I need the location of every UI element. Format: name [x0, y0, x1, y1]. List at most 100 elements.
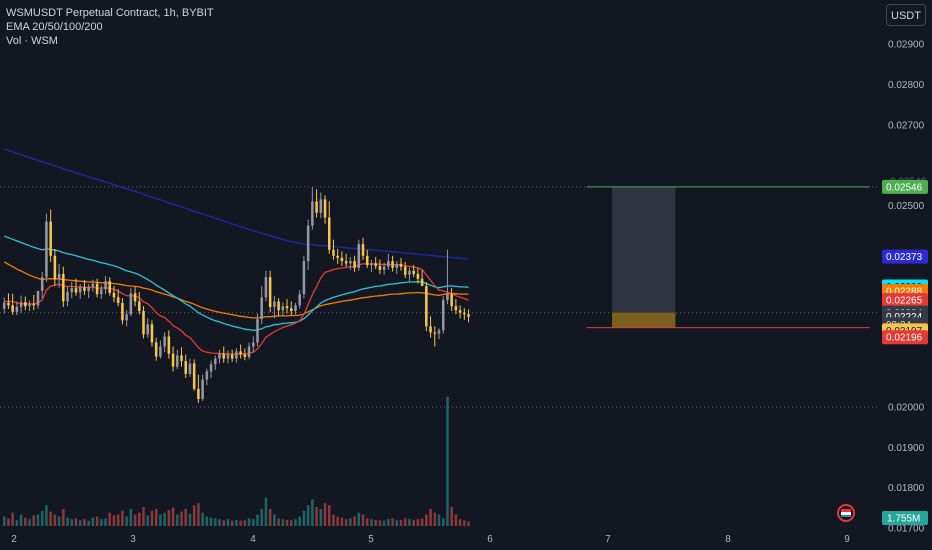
volume-bar: [412, 519, 415, 526]
volume-bar: [2, 516, 6, 526]
candle: [180, 347, 183, 367]
volume-bar: [116, 514, 120, 526]
candle: [437, 328, 441, 340]
candle-body: [403, 266, 407, 275]
candle-body: [62, 273, 65, 302]
candle: [382, 262, 386, 275]
volume-bar: [450, 507, 453, 526]
time-tick-5: 7: [605, 534, 611, 545]
candle: [112, 286, 116, 303]
candle-body: [133, 293, 137, 302]
candle-body: [49, 221, 52, 256]
volume-bar: [416, 519, 420, 526]
candle: [450, 288, 453, 312]
volume-bar: [374, 519, 377, 526]
candle: [370, 259, 373, 272]
ema100-line: [3, 261, 469, 319]
volume-bar: [218, 519, 221, 526]
volume-bar: [15, 520, 19, 526]
volume-bar: [336, 516, 339, 526]
candle: [336, 248, 339, 264]
price-axis[interactable]: 0.02900 0.02800 0.02700 0.02500 0.02000 0.019…: [888, 40, 925, 535]
position-tool[interactable]: [586, 186, 870, 329]
candle: [19, 295, 23, 313]
candle: [133, 286, 137, 307]
candle: [315, 189, 318, 218]
candle-body: [142, 311, 145, 335]
volume-bar: [365, 518, 369, 526]
position-loss-zone: [612, 312, 676, 328]
candle: [15, 301, 19, 316]
candle: [429, 316, 432, 338]
candle-body: [340, 257, 344, 262]
flag-icon[interactable]: [837, 504, 855, 522]
candle: [66, 286, 69, 307]
ema200-line: [3, 148, 469, 260]
candle: [205, 368, 209, 386]
volume-bar: [289, 520, 293, 526]
candle-body: [332, 249, 335, 256]
volume-value-badge: 1.755M: [882, 511, 928, 525]
volume-bar: [53, 514, 57, 526]
candle-body: [433, 332, 437, 334]
candle: [36, 290, 40, 309]
candle-body: [327, 217, 331, 250]
candle: [108, 277, 112, 296]
candle: [74, 278, 78, 296]
volume-bar: [387, 519, 390, 526]
candle-body: [108, 281, 112, 293]
price-tick-2: 0.02700: [888, 120, 925, 131]
candle: [57, 263, 61, 288]
candle: [399, 257, 403, 271]
candle-body: [15, 307, 19, 312]
volume-bar: [235, 519, 238, 526]
candle-body: [197, 388, 200, 399]
candle: [454, 298, 458, 315]
volume-bar: [95, 516, 99, 526]
volume-bar: [273, 514, 276, 526]
legend-volume[interactable]: Vol · WSM: [6, 35, 58, 47]
time-tick-3: 5: [368, 534, 374, 545]
candle-body: [66, 292, 69, 302]
volume-bar: [49, 511, 52, 526]
time-axis[interactable]: 2 3 4 5 6 7 8 9: [11, 534, 850, 545]
candle-body: [281, 306, 285, 311]
candle: [365, 249, 369, 268]
candle-body: [176, 355, 179, 367]
volume-bar: [159, 514, 162, 526]
volume-bar: [197, 503, 200, 526]
candle-body: [302, 261, 306, 295]
volume-bar: [408, 519, 411, 526]
volume-bar: [66, 517, 69, 526]
candle-body: [163, 336, 166, 347]
candle-body: [374, 263, 377, 266]
candle-body: [391, 261, 394, 268]
legend-symbol[interactable]: WSMUSDT Perpetual Contract, 1h, BYBIT: [6, 7, 214, 19]
candle: [268, 270, 272, 313]
volume-bar: [403, 518, 407, 526]
candle-body: [171, 353, 175, 367]
ema20-value-badge-text: 0.02265: [886, 296, 923, 307]
candle-body: [365, 255, 369, 266]
candle-body: [192, 363, 196, 389]
candle-body: [323, 199, 327, 218]
volume-bar: [222, 520, 225, 526]
candle-body: [184, 361, 187, 374]
candle-body: [70, 288, 74, 293]
candle-body: [154, 342, 158, 357]
target-price-badge-text: 0.02546: [886, 182, 923, 193]
currency-button[interactable]: USDT: [886, 4, 926, 26]
candle: [264, 270, 268, 302]
candle: [197, 374, 200, 403]
volume-bar: [260, 508, 263, 526]
volume-bar: [437, 514, 441, 526]
candle: [53, 248, 57, 287]
candle: [209, 360, 213, 378]
volume-bar: [180, 511, 183, 526]
legend-ema[interactable]: EMA 20/50/100/200: [6, 21, 103, 33]
candle: [391, 255, 394, 272]
candle-body: [298, 294, 301, 306]
candle: [129, 288, 133, 317]
